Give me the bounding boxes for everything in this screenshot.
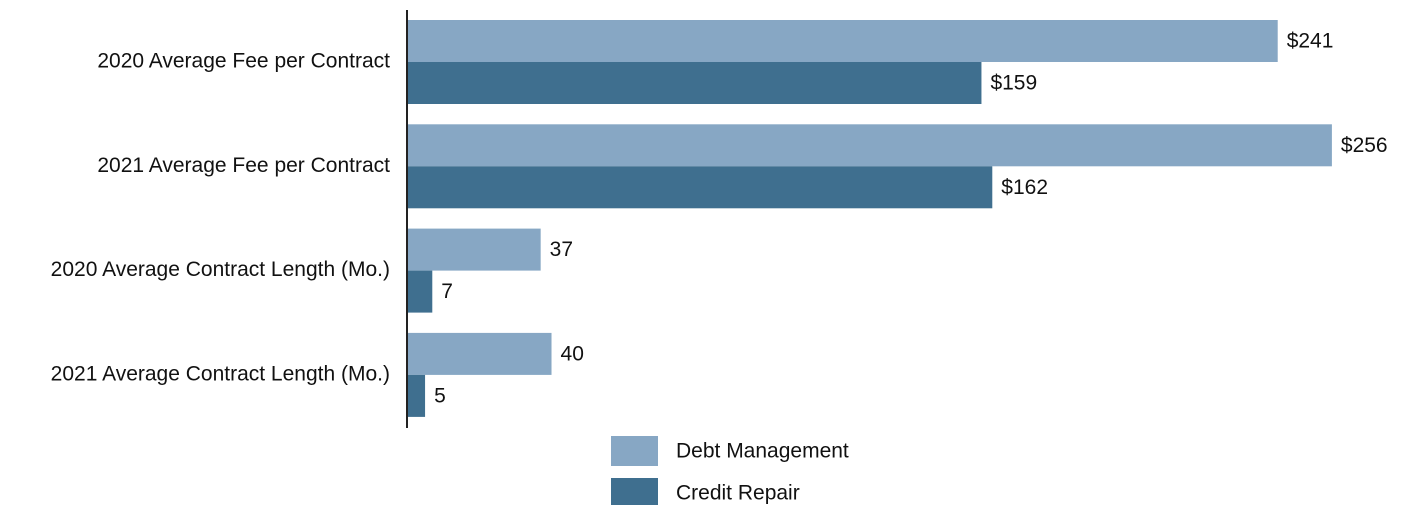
bar [407, 166, 993, 209]
value-label: 7 [441, 280, 453, 303]
legend-swatch [611, 436, 658, 466]
legend-label: Debt Management [676, 440, 849, 463]
category-label: 2020 Average Fee per Contract [97, 50, 390, 73]
value-label: 40 [561, 342, 584, 365]
bar [407, 270, 433, 313]
bar [407, 124, 1332, 167]
value-label: $241 [1287, 30, 1334, 53]
bar [407, 374, 426, 417]
value-label: 5 [434, 384, 446, 407]
category-label: 2021 Average Contract Length (Mo.) [51, 362, 390, 385]
legend-swatch [611, 478, 658, 505]
category-label: 2021 Average Fee per Contract [97, 154, 390, 177]
legend-label: Credit Repair [676, 482, 800, 505]
bar [407, 228, 541, 271]
bar [407, 20, 1278, 62]
value-label: 37 [550, 238, 573, 261]
bar [407, 62, 982, 104]
value-label: $162 [1001, 176, 1048, 199]
value-label: $256 [1341, 134, 1388, 157]
category-label: 2020 Average Contract Length (Mo.) [51, 258, 390, 281]
bar [407, 332, 552, 375]
value-label: $159 [990, 72, 1037, 95]
